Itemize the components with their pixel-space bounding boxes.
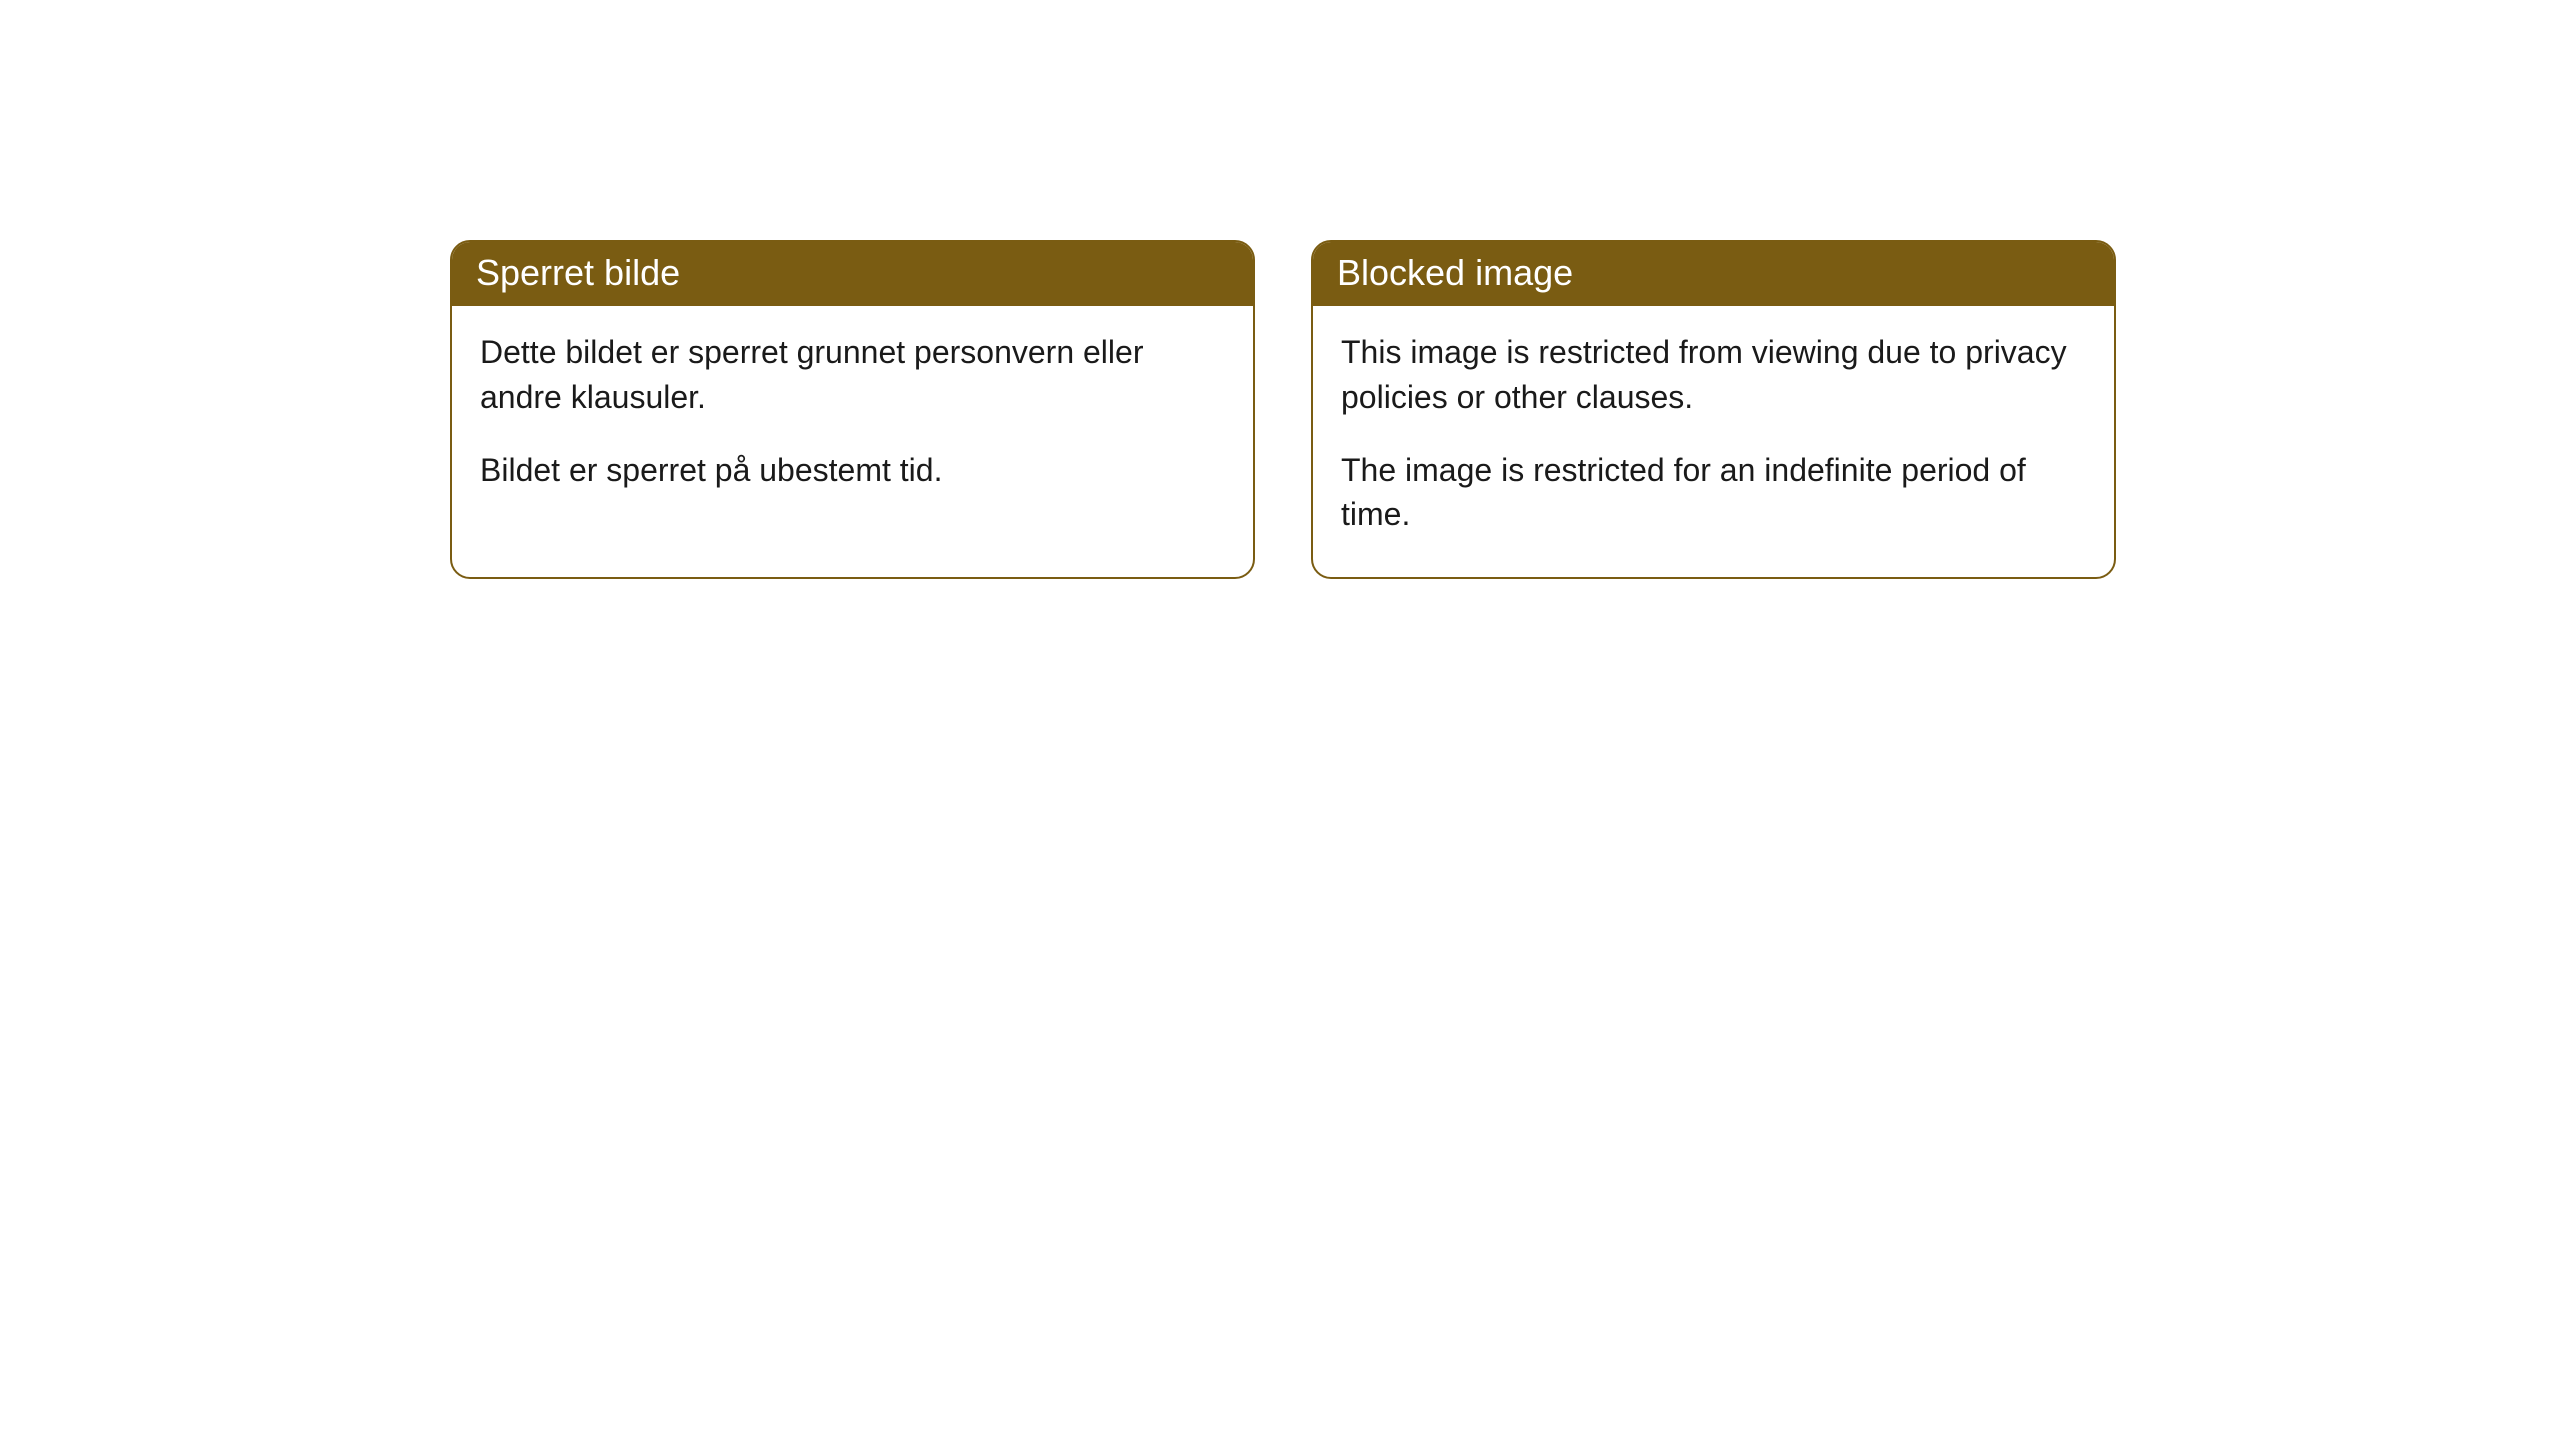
- notice-card-english: Blocked image This image is restricted f…: [1311, 240, 2116, 579]
- card-title: Blocked image: [1337, 252, 1573, 293]
- card-paragraph: Bildet er sperret på ubestemt tid.: [480, 448, 1225, 493]
- card-header: Blocked image: [1313, 242, 2114, 306]
- notice-card-norwegian: Sperret bilde Dette bildet er sperret gr…: [450, 240, 1255, 579]
- card-body: Dette bildet er sperret grunnet personve…: [452, 306, 1253, 532]
- card-body: This image is restricted from viewing du…: [1313, 306, 2114, 577]
- card-header: Sperret bilde: [452, 242, 1253, 306]
- notice-cards-container: Sperret bilde Dette bildet er sperret gr…: [450, 240, 2560, 579]
- card-paragraph: The image is restricted for an indefinit…: [1341, 448, 2086, 538]
- card-paragraph: Dette bildet er sperret grunnet personve…: [480, 330, 1225, 420]
- card-paragraph: This image is restricted from viewing du…: [1341, 330, 2086, 420]
- card-title: Sperret bilde: [476, 252, 680, 293]
